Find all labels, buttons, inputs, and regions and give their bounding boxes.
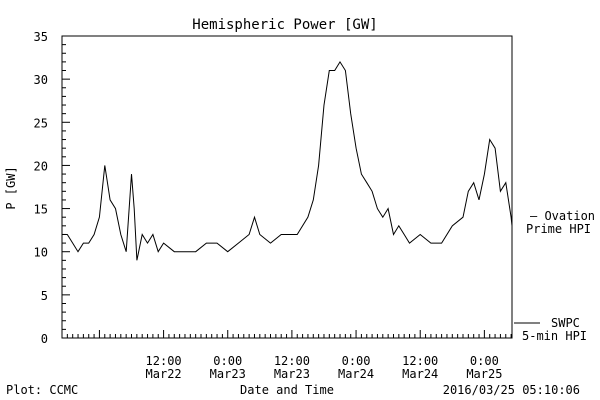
chart-title: Hemispheric Power [GW] (192, 17, 377, 33)
y-tick-label: 20 (34, 159, 48, 173)
x-axis-label: Date and Time (240, 383, 334, 397)
legend-swpc-line1: SWPC (551, 316, 580, 330)
x-tick-label-time: 0:00 (342, 354, 371, 368)
legend-swpc-line2: 5-min HPI (522, 329, 587, 343)
x-tick-label-date: Mar22 (146, 367, 182, 381)
plot-frame (61, 35, 513, 339)
x-tick-label-date: Mar23 (210, 367, 246, 381)
legend-ovation-line2: Prime HPI (526, 222, 591, 236)
x-tick-label-date: Mar24 (402, 367, 438, 381)
x-tick-label-date: Mar24 (338, 367, 374, 381)
footer-right: 2016/03/25 05:10:06 (443, 383, 580, 397)
x-tick-label-time: 12:00 (146, 354, 182, 368)
x-tick-label-time: 12:00 (402, 354, 438, 368)
y-tick-label: 0 (41, 332, 48, 346)
y-tick-label: 10 (34, 246, 48, 260)
y-tick-label: 25 (34, 116, 48, 130)
legend: — Ovation Prime HPI SWPC 5-min HPI (514, 209, 595, 343)
series-line-0 (62, 60, 513, 261)
axes-layer: 0510152025303512:00Mar220:00Mar2312:00Ma… (34, 30, 513, 381)
x-tick-label-time: 0:00 (213, 354, 242, 368)
y-tick-label: 5 (41, 289, 48, 303)
y-tick-label: 30 (34, 73, 48, 87)
x-tick-label-date: Mar25 (466, 367, 502, 381)
x-tick-label-date: Mar23 (274, 367, 310, 381)
x-tick-label-time: 12:00 (274, 354, 310, 368)
series-layer (62, 60, 513, 261)
y-tick-label: 15 (34, 203, 48, 217)
x-tick-label-time: 0:00 (470, 354, 499, 368)
footer-left: Plot: CCMC (6, 383, 78, 397)
legend-ovation-line1: — Ovation (530, 209, 595, 223)
y-axis-label: P [GW] (4, 166, 18, 209)
y-tick-label: 35 (34, 30, 48, 44)
